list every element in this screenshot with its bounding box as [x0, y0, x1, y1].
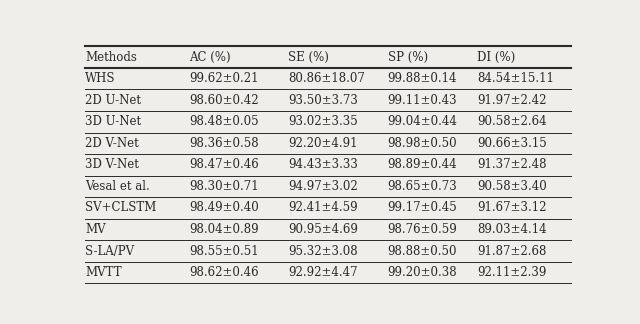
Text: 94.97±3.02: 94.97±3.02 — [288, 180, 358, 193]
Text: 98.04±0.89: 98.04±0.89 — [189, 223, 259, 236]
Text: S-LA/PV: S-LA/PV — [85, 245, 134, 258]
Text: SE (%): SE (%) — [288, 51, 329, 64]
Text: 90.58±3.40: 90.58±3.40 — [477, 180, 547, 193]
Text: Vesal et al.: Vesal et al. — [85, 180, 150, 193]
Text: 98.98±0.50: 98.98±0.50 — [388, 137, 457, 150]
Text: 91.97±2.42: 91.97±2.42 — [477, 94, 547, 107]
Text: DI (%): DI (%) — [477, 51, 515, 64]
Text: 89.03±4.14: 89.03±4.14 — [477, 223, 547, 236]
Text: 98.47±0.46: 98.47±0.46 — [189, 158, 259, 171]
Text: 98.55±0.51: 98.55±0.51 — [189, 245, 259, 258]
Text: 80.86±18.07: 80.86±18.07 — [288, 72, 365, 85]
Text: 98.36±0.58: 98.36±0.58 — [189, 137, 259, 150]
Text: 99.04±0.44: 99.04±0.44 — [388, 115, 458, 128]
Text: SP (%): SP (%) — [388, 51, 428, 64]
Text: 3D V-Net: 3D V-Net — [85, 158, 139, 171]
Text: 90.95±4.69: 90.95±4.69 — [288, 223, 358, 236]
Text: 99.20±0.38: 99.20±0.38 — [388, 266, 457, 279]
Text: 98.62±0.46: 98.62±0.46 — [189, 266, 259, 279]
Text: 93.02±3.35: 93.02±3.35 — [288, 115, 358, 128]
Text: Methods: Methods — [85, 51, 137, 64]
Text: 99.17±0.45: 99.17±0.45 — [388, 202, 457, 214]
Text: 98.65±0.73: 98.65±0.73 — [388, 180, 457, 193]
Text: SV+CLSTM: SV+CLSTM — [85, 202, 156, 214]
Text: 90.66±3.15: 90.66±3.15 — [477, 137, 547, 150]
Text: 84.54±15.11: 84.54±15.11 — [477, 72, 554, 85]
Text: 91.67±3.12: 91.67±3.12 — [477, 202, 547, 214]
Text: 91.37±2.48: 91.37±2.48 — [477, 158, 547, 171]
Text: 99.62±0.21: 99.62±0.21 — [189, 72, 259, 85]
Text: 92.20±4.91: 92.20±4.91 — [288, 137, 358, 150]
Text: WHS: WHS — [85, 72, 115, 85]
Text: 98.88±0.50: 98.88±0.50 — [388, 245, 457, 258]
Text: 98.48±0.05: 98.48±0.05 — [189, 115, 259, 128]
Text: 98.60±0.42: 98.60±0.42 — [189, 94, 259, 107]
Text: 92.92±4.47: 92.92±4.47 — [288, 266, 358, 279]
Text: 91.87±2.68: 91.87±2.68 — [477, 245, 546, 258]
Text: 95.32±3.08: 95.32±3.08 — [288, 245, 358, 258]
Text: 98.76±0.59: 98.76±0.59 — [388, 223, 457, 236]
Text: 99.88±0.14: 99.88±0.14 — [388, 72, 457, 85]
Text: 94.43±3.33: 94.43±3.33 — [288, 158, 358, 171]
Text: 98.89±0.44: 98.89±0.44 — [388, 158, 457, 171]
Text: 98.30±0.71: 98.30±0.71 — [189, 180, 259, 193]
Text: 93.50±3.73: 93.50±3.73 — [288, 94, 358, 107]
Text: MV: MV — [85, 223, 106, 236]
Text: 3D U-Net: 3D U-Net — [85, 115, 141, 128]
Text: 99.11±0.43: 99.11±0.43 — [388, 94, 457, 107]
Text: MVTT: MVTT — [85, 266, 122, 279]
Text: 92.41±4.59: 92.41±4.59 — [288, 202, 358, 214]
Text: 2D V-Net: 2D V-Net — [85, 137, 139, 150]
Text: 2D U-Net: 2D U-Net — [85, 94, 141, 107]
Text: 90.58±2.64: 90.58±2.64 — [477, 115, 547, 128]
Text: 98.49±0.40: 98.49±0.40 — [189, 202, 259, 214]
Text: 92.11±2.39: 92.11±2.39 — [477, 266, 546, 279]
Text: AC (%): AC (%) — [189, 51, 231, 64]
